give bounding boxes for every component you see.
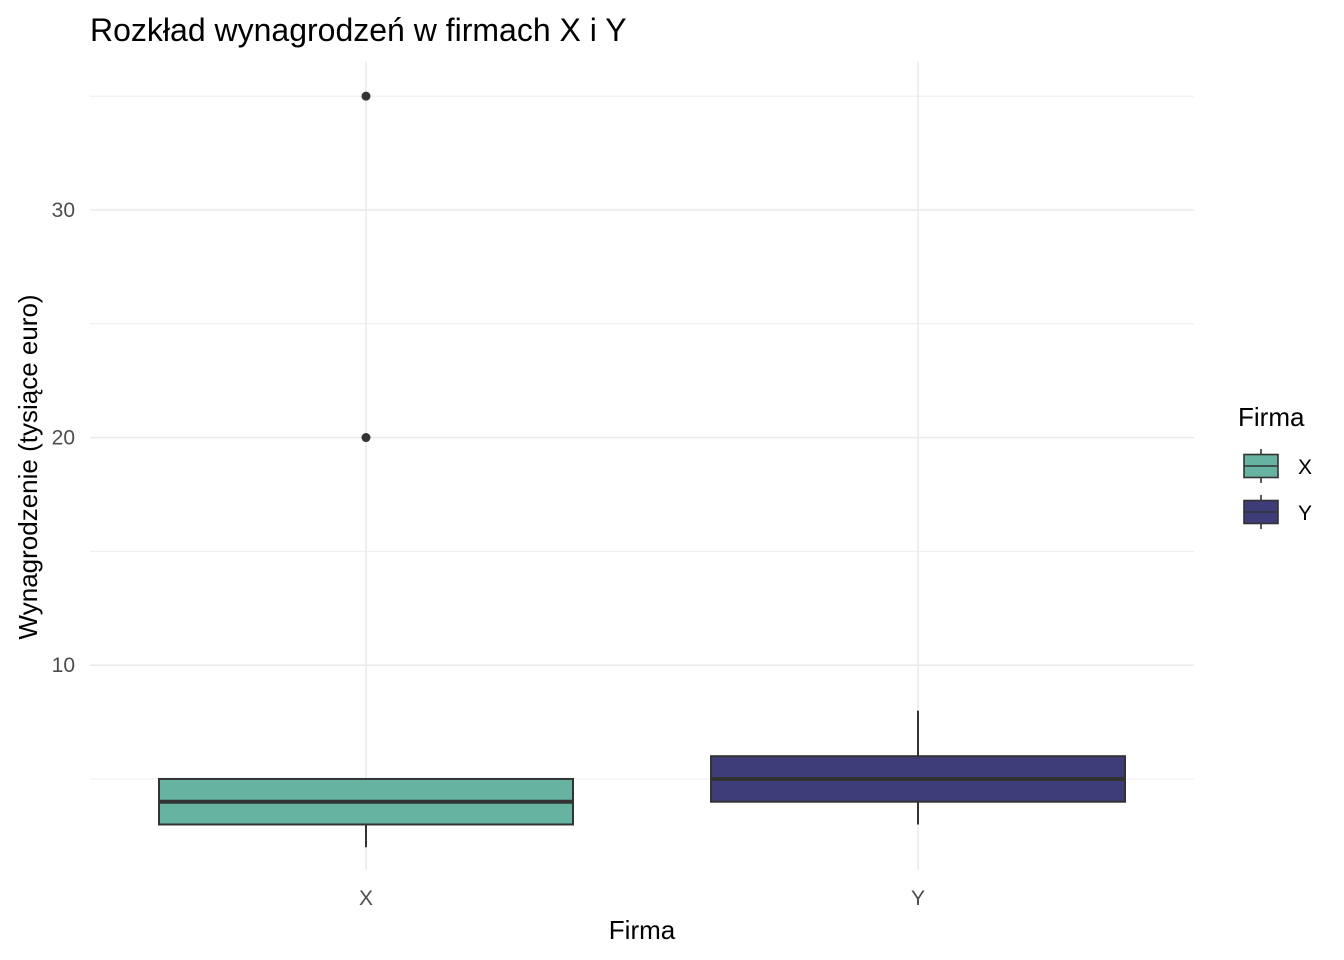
box-y	[710, 710, 1126, 825]
legend-item-y: Y	[1243, 495, 1312, 529]
legend-label: X	[1298, 456, 1312, 479]
outlier-point	[361, 433, 371, 443]
legend-label: Y	[1298, 502, 1312, 525]
legend: Firma XY	[1238, 402, 1312, 529]
chart-title: Rozkład wynagrodzeń w firmach X i Y	[90, 12, 627, 48]
outlier-point	[361, 91, 371, 101]
x-axis-title: Firma	[609, 915, 676, 945]
box-x	[158, 91, 574, 848]
y-tick-label: 30	[52, 199, 75, 222]
x-tick-label: X	[359, 887, 373, 910]
grid	[90, 62, 1194, 870]
y-tick-label: 20	[52, 427, 75, 450]
boxes	[158, 91, 1126, 848]
y-axis-title: Wynagrodzenie (tysiące euro)	[13, 294, 43, 639]
x-tick-label: Y	[911, 887, 925, 910]
legend-item-x: X	[1243, 449, 1312, 483]
legend-title: Firma	[1238, 402, 1305, 432]
y-tick-label: 10	[52, 654, 75, 677]
y-axis-ticks: 10 20 30	[52, 199, 75, 677]
